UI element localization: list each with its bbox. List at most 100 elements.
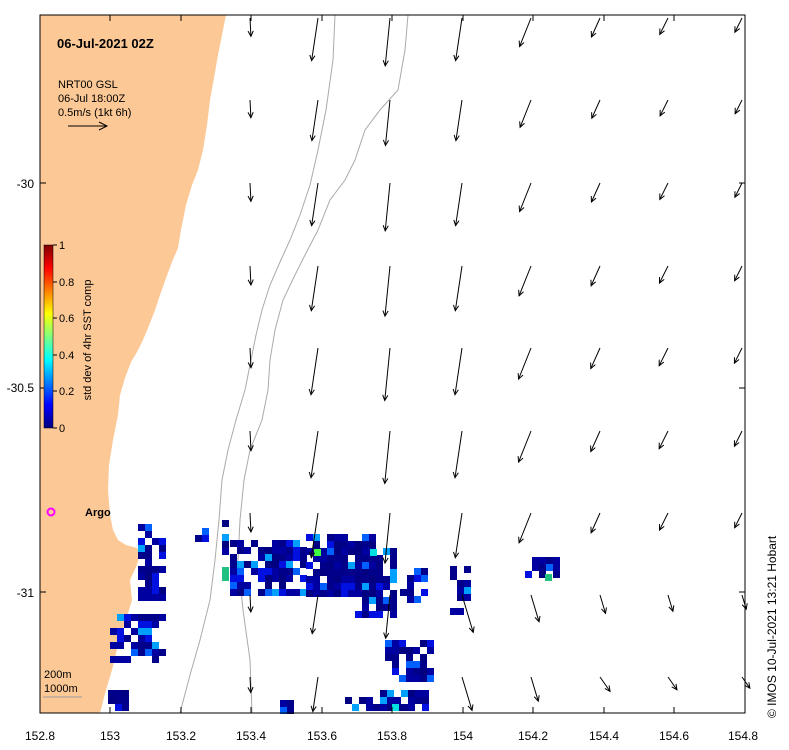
sst-pixel	[369, 541, 376, 548]
current-arrow	[518, 265, 532, 297]
sst-pixel	[457, 587, 464, 594]
sst-pixel	[464, 587, 471, 594]
sst-pixel	[145, 524, 152, 531]
sst-pixel	[314, 549, 321, 556]
current-arrow	[733, 347, 743, 365]
sst-pixel	[202, 528, 209, 535]
sst-pixel	[341, 555, 348, 562]
sst-pixel	[407, 589, 414, 596]
current-arrow	[452, 347, 463, 396]
sst-pixel	[138, 524, 145, 531]
sst-stddev-pixels	[108, 520, 560, 714]
sst-pixel	[383, 597, 390, 604]
sst-pixel	[152, 573, 159, 580]
current-arrow	[590, 182, 601, 204]
sst-pixel	[251, 561, 258, 568]
current-arrow	[461, 676, 474, 712]
sst-pixel	[313, 590, 320, 597]
contour-200m	[179, 14, 336, 714]
current-arrow	[382, 17, 391, 67]
sst-pixel	[195, 535, 202, 542]
map-title: 06-Jul-2021 02Z	[57, 36, 154, 51]
sst-pixel	[334, 590, 341, 597]
sst-pixel	[272, 561, 279, 568]
current-arrow	[519, 99, 532, 129]
sst-pixel	[362, 555, 369, 562]
sst-pixel	[117, 628, 124, 635]
sst-pixel	[145, 573, 152, 580]
sst-pixel	[272, 554, 279, 561]
y-tick-label: -30.5	[7, 381, 35, 395]
sst-pixel	[421, 589, 428, 596]
sst-pixel	[464, 580, 471, 587]
current-arrow	[659, 17, 669, 36]
sst-pixel	[355, 541, 362, 548]
sst-pixel	[385, 647, 392, 654]
argo-label: Argo	[85, 507, 111, 519]
current-arrow	[247, 512, 254, 534]
sst-pixel	[159, 552, 166, 559]
sst-pixel	[341, 590, 348, 597]
sst-pixel	[457, 594, 464, 601]
sst-pixel	[244, 582, 251, 589]
y-tick-label: -31	[17, 586, 35, 600]
current-arrow	[247, 99, 254, 119]
sst-pixel	[450, 573, 457, 580]
sst-pixel	[230, 554, 237, 561]
x-tick-label: 154.8	[728, 729, 758, 743]
sst-pixel	[390, 590, 397, 597]
sst-pixel	[376, 569, 383, 576]
sst-pixel	[145, 614, 152, 621]
sst-pixel	[222, 574, 229, 581]
sst-pixel	[355, 590, 362, 597]
sst-pixel	[159, 587, 166, 594]
current-arrow	[382, 99, 391, 147]
x-tick-label: 154.6	[659, 729, 689, 743]
sst-pixel	[406, 675, 413, 682]
sst-pixel	[362, 562, 369, 569]
y-tick-label: -30	[17, 177, 35, 191]
sst-pixel	[159, 566, 166, 573]
sst-pixel	[546, 564, 553, 571]
sst-pixel	[376, 576, 383, 583]
sst-pixel	[138, 628, 145, 635]
sst-pixel	[341, 569, 348, 576]
current-arrow	[382, 182, 391, 232]
sst-pixel	[420, 675, 427, 682]
sst-pixel	[313, 541, 320, 548]
sst-pixel	[145, 559, 152, 566]
sst-pixel	[152, 587, 159, 594]
y-axis-labels: -30 -30.5 -31	[7, 177, 35, 600]
x-tick-label: 154	[453, 729, 473, 743]
sst-pixel	[376, 611, 383, 618]
sst-pixel	[131, 614, 138, 621]
current-arrow	[247, 430, 254, 452]
product-time: 06-Jul 18:00Z	[58, 93, 126, 105]
sst-pixel	[244, 561, 251, 568]
colorbar-tick: 0.8	[59, 277, 74, 289]
sst-pixel	[387, 690, 394, 697]
sst-pixel	[145, 649, 152, 656]
sst-pixel	[413, 661, 420, 668]
sst-pixel	[122, 697, 129, 704]
current-arrow	[247, 594, 254, 614]
sst-pixel	[124, 635, 131, 642]
sst-pixel	[334, 576, 341, 583]
current-arrow	[453, 17, 463, 62]
x-tick-label: 154.4	[589, 729, 619, 743]
sst-pixel	[300, 547, 307, 554]
sst-pixel	[362, 597, 369, 604]
scale-arrow	[68, 121, 109, 131]
colorbar-bar	[43, 244, 54, 429]
sst-pixel	[138, 587, 145, 594]
sst-pixel	[383, 583, 390, 590]
sst-pixel	[376, 583, 383, 590]
sst-pixel	[401, 690, 408, 697]
sst-pixel	[286, 589, 293, 596]
sst-pixel	[376, 562, 383, 569]
sst-pixel	[362, 569, 369, 576]
sst-pixel	[117, 656, 124, 663]
sst-pixel	[279, 561, 286, 568]
sst-pixel	[279, 575, 286, 582]
sst-pixel	[131, 628, 138, 635]
